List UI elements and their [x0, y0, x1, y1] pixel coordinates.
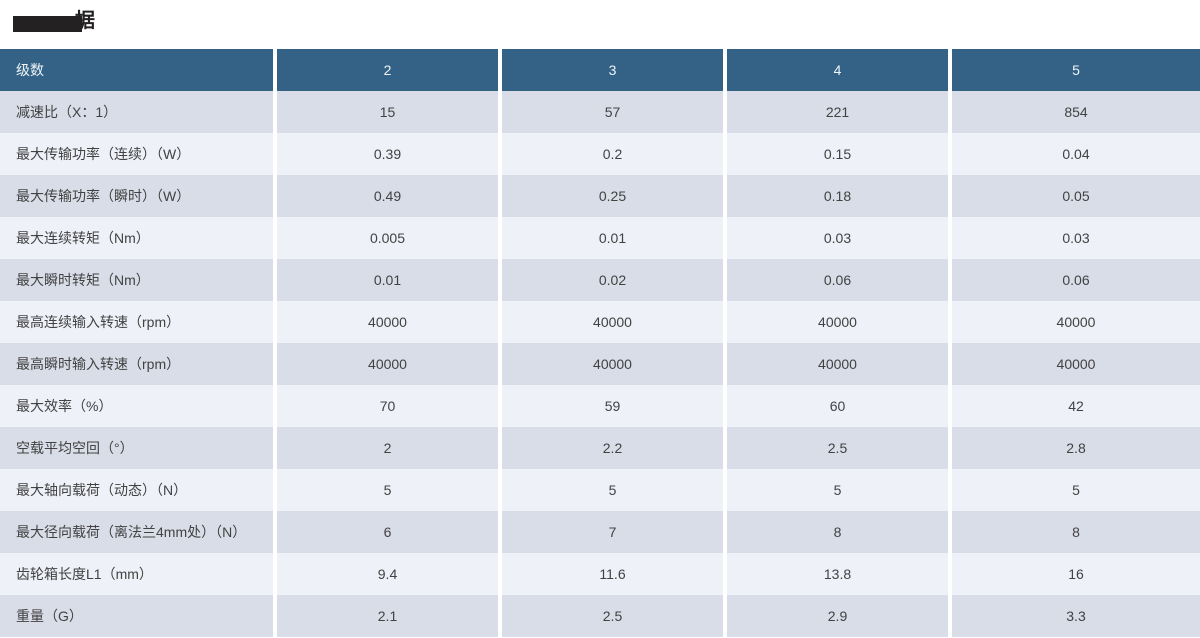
cell-value: 0.06	[727, 259, 948, 301]
cell-value: 42	[952, 385, 1200, 427]
header-label: 级数	[0, 49, 273, 91]
cell-value: 0.15	[727, 133, 948, 175]
cell-value: 2.5	[502, 595, 723, 637]
cell-value: 8	[727, 511, 948, 553]
cell-value: 0.05	[952, 175, 1200, 217]
table-row: 最大瞬时转矩（Nm） 0.01 0.02 0.06 0.06	[0, 259, 1200, 301]
cell-value: 40000	[502, 301, 723, 343]
cell-value: 40000	[952, 343, 1200, 385]
cell-value: 9.4	[277, 553, 498, 595]
table-row: 减速比（X：1） 15 57 221 854	[0, 91, 1200, 133]
row-label: 最大传输功率（瞬时）（W）	[0, 175, 273, 217]
table-row: 最大传输功率（瞬时）（W） 0.49 0.25 0.18 0.05	[0, 175, 1200, 217]
cell-value: 2	[277, 427, 498, 469]
row-label: 最高连续输入转速（rpm）	[0, 301, 273, 343]
cell-value: 2.8	[952, 427, 1200, 469]
cell-value: 5	[502, 469, 723, 511]
cell-value: 0.03	[952, 217, 1200, 259]
row-label: 最大瞬时转矩（Nm）	[0, 259, 273, 301]
cell-value: 7	[502, 511, 723, 553]
table-row: 最大传输功率（连续）（W） 0.39 0.2 0.15 0.04	[0, 133, 1200, 175]
cell-value: 70	[277, 385, 498, 427]
cell-value: 221	[727, 91, 948, 133]
cell-value: 0.25	[502, 175, 723, 217]
cell-value: 0.49	[277, 175, 498, 217]
cell-value: 57	[502, 91, 723, 133]
cell-value: 8	[952, 511, 1200, 553]
cell-value: 2.5	[727, 427, 948, 469]
page-title-fragment: 据	[75, 10, 95, 32]
cell-value: 40000	[277, 343, 498, 385]
table-row: 最大效率（%） 70 59 60 42	[0, 385, 1200, 427]
row-label: 最大连续转矩（Nm）	[0, 217, 273, 259]
cell-value: 0.04	[952, 133, 1200, 175]
table-row: 重量（G） 2.1 2.5 2.9 3.3	[0, 595, 1200, 637]
cell-value: 11.6	[502, 553, 723, 595]
cell-value: 0.03	[727, 217, 948, 259]
cell-value: 2.9	[727, 595, 948, 637]
cell-value: 2.1	[277, 595, 498, 637]
table-row: 最高瞬时输入转速（rpm） 40000 40000 40000 40000	[0, 343, 1200, 385]
table-row: 齿轮箱长度L1（mm） 9.4 11.6 13.8 16	[0, 553, 1200, 595]
row-label: 齿轮箱长度L1（mm）	[0, 553, 273, 595]
cell-value: 0.06	[952, 259, 1200, 301]
cell-value: 854	[952, 91, 1200, 133]
cell-value: 0.02	[502, 259, 723, 301]
table-row: 最大连续转矩（Nm） 0.005 0.01 0.03 0.03	[0, 217, 1200, 259]
cell-value: 15	[277, 91, 498, 133]
cell-value: 2.2	[502, 427, 723, 469]
cell-value: 13.8	[727, 553, 948, 595]
page-title-area: 据	[0, 0, 1200, 49]
cell-value: 59	[502, 385, 723, 427]
cell-value: 40000	[502, 343, 723, 385]
cell-value: 0.39	[277, 133, 498, 175]
table-row: 最高连续输入转速（rpm） 40000 40000 40000 40000	[0, 301, 1200, 343]
row-label: 最大传输功率（连续）（W）	[0, 133, 273, 175]
cell-value: 0.01	[502, 217, 723, 259]
cell-value: 40000	[277, 301, 498, 343]
cell-value: 6	[277, 511, 498, 553]
table-row: 最大径向载荷（离法兰4mm处）（N） 6 7 8 8	[0, 511, 1200, 553]
table-body: 减速比（X：1） 15 57 221 854 最大传输功率（连续）（W） 0.3…	[0, 91, 1200, 637]
cell-value: 5	[952, 469, 1200, 511]
header-col: 2	[277, 49, 498, 91]
cell-value: 0.005	[277, 217, 498, 259]
cell-value: 60	[727, 385, 948, 427]
table-row: 空载平均空回（°） 2 2.2 2.5 2.8	[0, 427, 1200, 469]
table-row: 最大轴向载荷（动态）（N） 5 5 5 5	[0, 469, 1200, 511]
cell-value: 3.3	[952, 595, 1200, 637]
row-label: 减速比（X：1）	[0, 91, 273, 133]
row-label: 最大效率（%）	[0, 385, 273, 427]
cell-value: 0.2	[502, 133, 723, 175]
redaction-box	[13, 16, 82, 32]
cell-value: 5	[277, 469, 498, 511]
cell-value: 0.01	[277, 259, 498, 301]
row-label: 最大轴向载荷（动态）（N）	[0, 469, 273, 511]
cell-value: 0.18	[727, 175, 948, 217]
row-label: 空载平均空回（°）	[0, 427, 273, 469]
cell-value: 40000	[727, 301, 948, 343]
row-label: 最大径向载荷（离法兰4mm处）（N）	[0, 511, 273, 553]
header-col: 3	[502, 49, 723, 91]
row-label: 最高瞬时输入转速（rpm）	[0, 343, 273, 385]
row-label: 重量（G）	[0, 595, 273, 637]
cell-value: 40000	[952, 301, 1200, 343]
header-col: 4	[727, 49, 948, 91]
cell-value: 16	[952, 553, 1200, 595]
header-col: 5	[952, 49, 1200, 91]
cell-value: 5	[727, 469, 948, 511]
cell-value: 40000	[727, 343, 948, 385]
